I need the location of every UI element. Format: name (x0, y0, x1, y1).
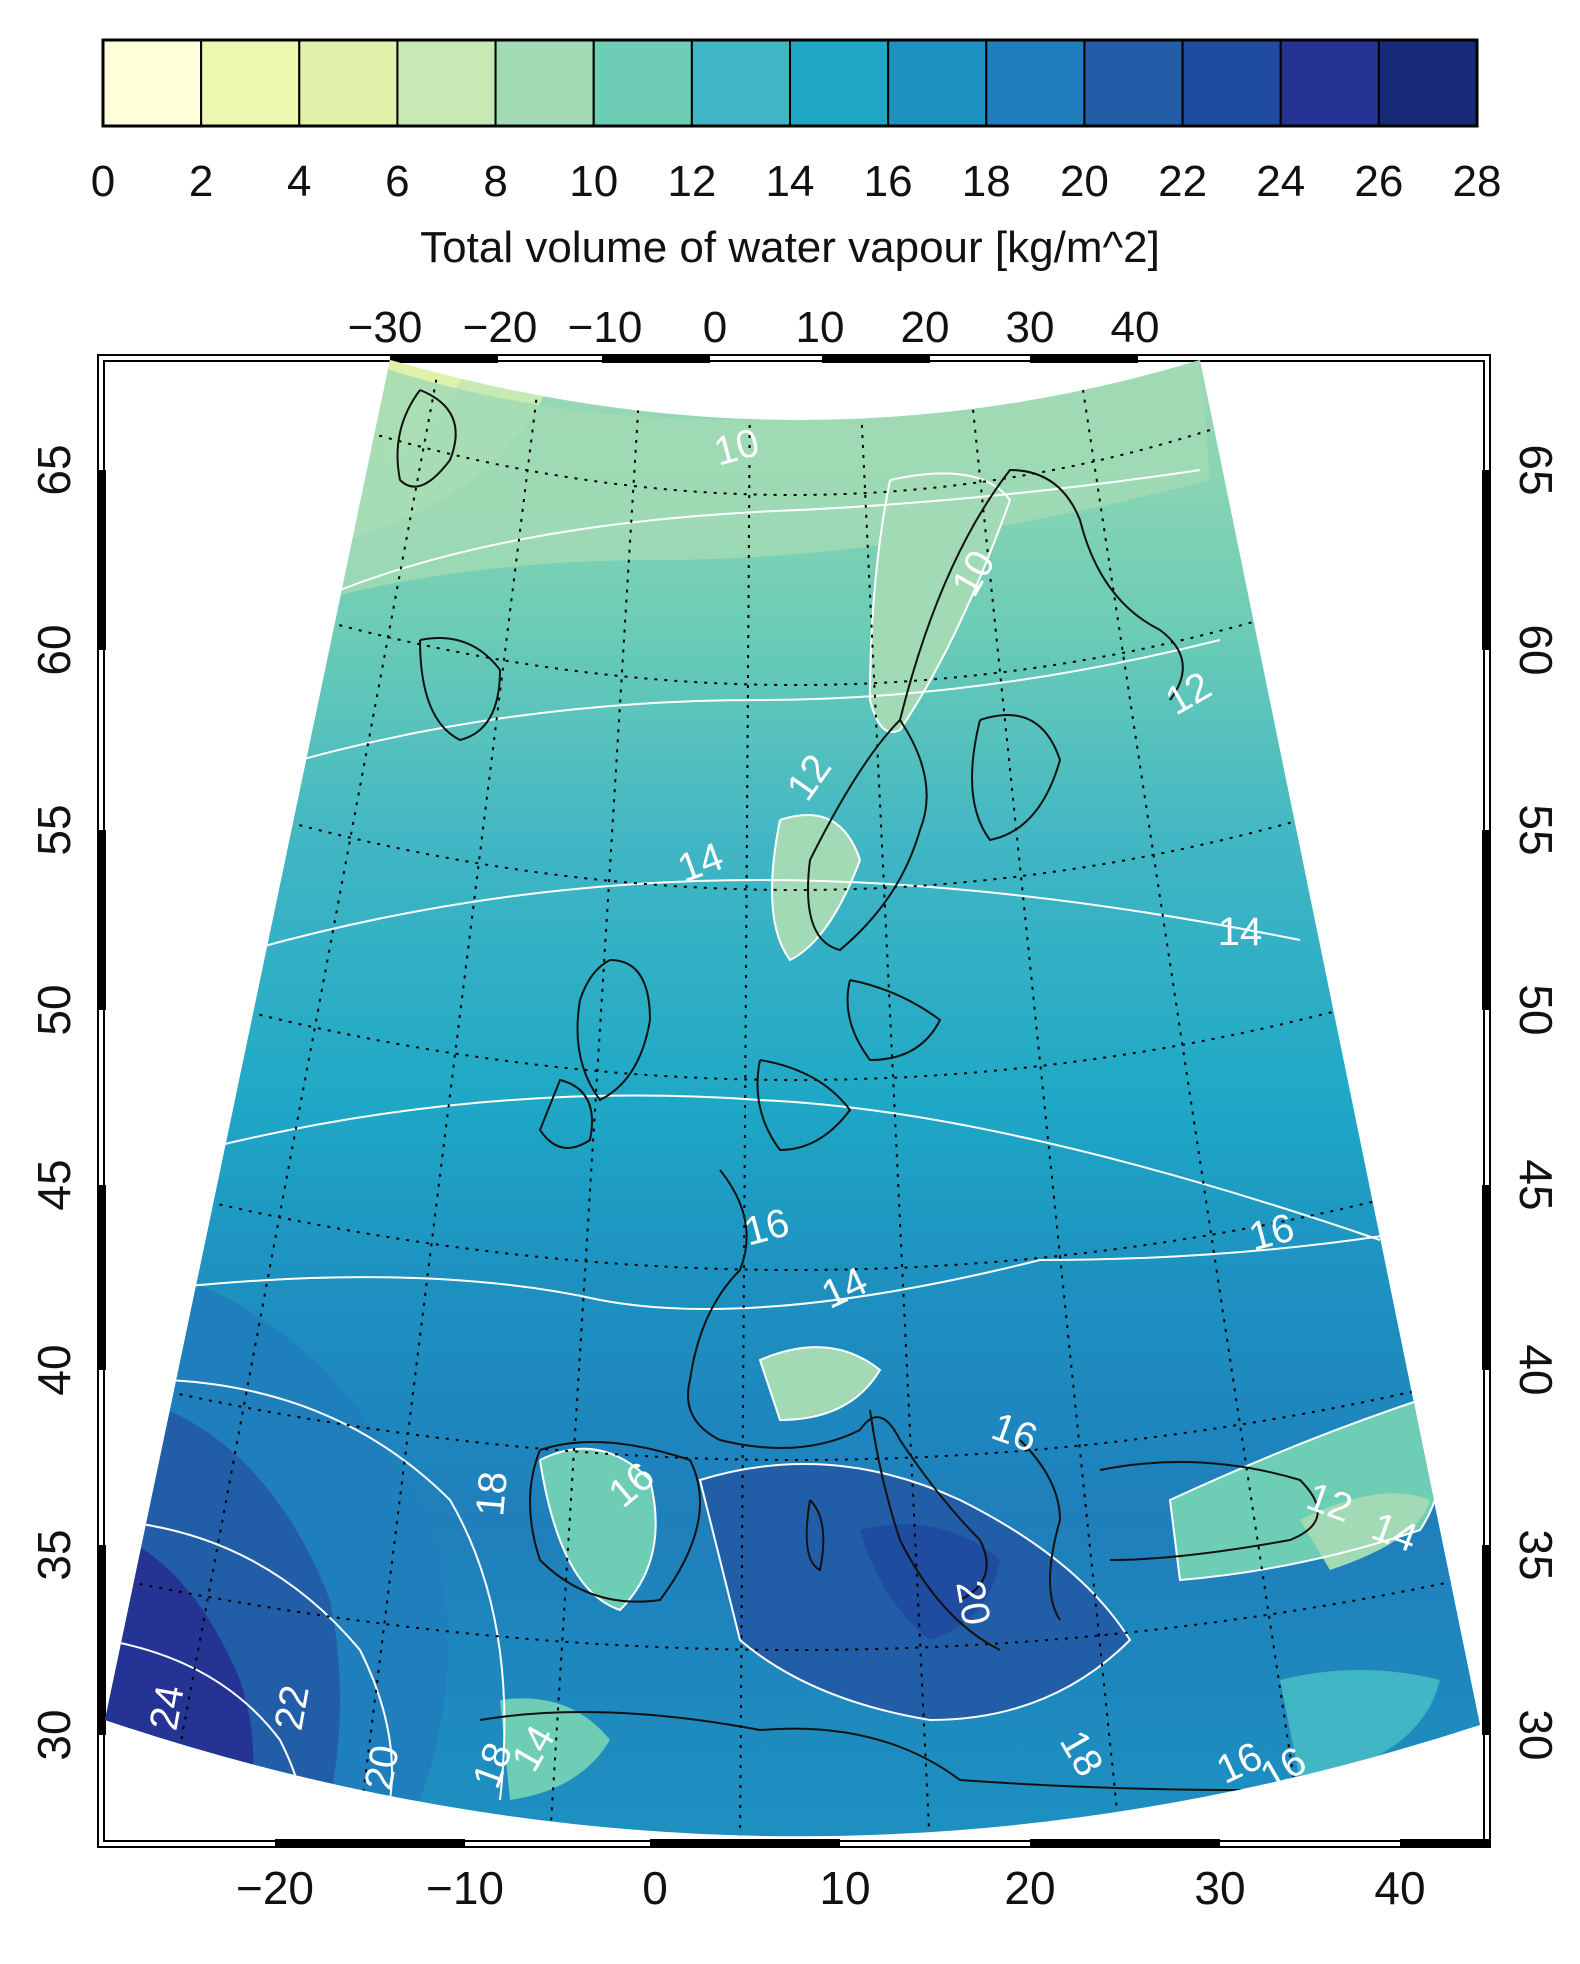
colorbar-outline (101, 38, 1479, 128)
colorbar-cell (102, 39, 203, 127)
colorbar-cell (1083, 39, 1184, 127)
latitude-label: 30 (28, 1709, 80, 1760)
latitude-label: 40 (1510, 1344, 1562, 1395)
longitude-label: −10 (426, 1862, 504, 1914)
longitude-label: 30 (1006, 303, 1055, 352)
coastlines (396, 389, 1319, 1791)
colorbar-cells (101, 38, 1479, 128)
colorbar-cell (298, 39, 399, 127)
longitude-label: −20 (236, 1862, 314, 1914)
latitude-label: 45 (1510, 1159, 1562, 1210)
colorbar: 0 2 4 6 8 10 12 14 16 18 20 22 24 26 28 Total volume o… (91, 38, 1502, 272)
contour-label: 20 (357, 1742, 408, 1793)
latitude-label: 65 (1510, 444, 1562, 495)
colorbar-tick-label: 12 (667, 157, 716, 206)
latitude-label: 50 (28, 984, 80, 1035)
latitude-label: 35 (1510, 1529, 1562, 1580)
latitude-label: 35 (28, 1529, 80, 1580)
graticule (119, 360, 1461, 1837)
longitude-label: 20 (1004, 1862, 1055, 1914)
latitude-label: 50 (1510, 984, 1562, 1035)
colorbar-cell (592, 39, 693, 127)
longitude-label: −30 (348, 303, 423, 352)
latitude-labels-right: 30 35 40 45 50 55 60 65 (1510, 444, 1562, 1760)
contour-label: 24 (142, 1682, 193, 1733)
colorbar-tick-label: 24 (1256, 157, 1305, 206)
longitude-labels-bottom: −20 −10 0 10 20 30 40 (236, 1862, 1426, 1914)
water-vapour-field (105, 360, 1480, 1837)
longitude-label: −10 (568, 303, 643, 352)
longitude-label: 10 (819, 1862, 870, 1914)
longitude-label: 30 (1194, 1862, 1245, 1914)
longitude-label: 40 (1111, 303, 1160, 352)
longitude-label: −20 (463, 303, 538, 352)
longitude-label: 0 (703, 303, 727, 352)
latitude-label: 60 (28, 624, 80, 675)
colorbar-cell (690, 39, 791, 127)
contour-label: 22 (267, 1682, 318, 1733)
colorbar-cell (396, 39, 497, 127)
colorbar-tick-label: 8 (483, 157, 507, 206)
colorbar-tick-label: 18 (962, 157, 1011, 206)
latitude-label: 65 (28, 444, 80, 495)
colorbar-tick-label: 28 (1453, 157, 1502, 206)
colorbar-label: Total volume of water vapour [kg/m^2] (420, 223, 1160, 272)
contour-label: 14 (1218, 910, 1263, 954)
colorbar-tick-label: 20 (1060, 157, 1109, 206)
colorbar-tick-label: 14 (766, 157, 815, 206)
frame-tick-bars (98, 355, 1490, 1847)
longitude-label: 0 (642, 1862, 668, 1914)
colorbar-tick-label: 6 (385, 157, 409, 206)
colorbar-cell (1279, 39, 1380, 127)
colorbar-cell (200, 39, 301, 127)
latitude-labels-left: 30 35 40 45 50 55 60 65 (28, 444, 80, 1760)
latitude-label: 60 (1510, 624, 1562, 675)
colorbar-cell (1377, 39, 1479, 127)
contour-lines (105, 469, 1441, 1801)
contour-label: 20 (947, 1577, 998, 1628)
latitude-label: 55 (28, 804, 80, 855)
colorbar-tick-label: 10 (569, 157, 618, 206)
latitude-label: 30 (1510, 1709, 1562, 1760)
colorbar-tick-label: 2 (189, 157, 213, 206)
colorbar-cell (789, 39, 890, 127)
colorbar-tick-label: 26 (1354, 157, 1403, 206)
latitude-label: 40 (28, 1344, 80, 1395)
contour-label: 18 (468, 1470, 516, 1518)
latitude-label: 45 (28, 1159, 80, 1210)
colorbar-cell (887, 39, 988, 127)
colorbar-tick-label: 0 (91, 157, 115, 206)
longitude-label: 40 (1374, 1862, 1425, 1914)
longitude-label: 10 (796, 303, 845, 352)
colorbar-tick-labels: 0 2 4 6 8 10 12 14 16 18 20 22 24 26 28 (91, 157, 1502, 206)
colorbar-cell (494, 39, 595, 127)
longitude-labels-top: −30 −20 −10 0 10 20 30 40 (348, 303, 1160, 352)
colorbar-tick-label: 22 (1158, 157, 1207, 206)
colorbar-tick-label: 4 (287, 157, 311, 206)
map-panel: 10 10 12 12 14 14 14 14 16 16 16 16 16 1… (28, 303, 1562, 1914)
latitude-label: 55 (1510, 804, 1562, 855)
colorbar-cell (1181, 39, 1282, 127)
colorbar-cell (985, 39, 1086, 127)
colorbar-tick-label: 16 (864, 157, 913, 206)
longitude-label: 20 (901, 303, 950, 352)
